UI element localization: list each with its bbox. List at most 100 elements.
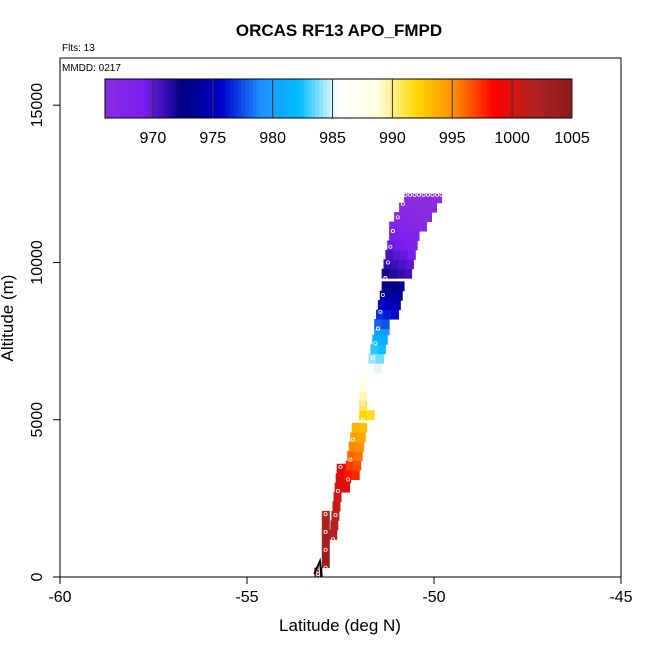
colorbar-swatch bbox=[287, 79, 293, 118]
data-cell bbox=[359, 422, 368, 433]
colorbar-swatch bbox=[120, 79, 126, 118]
data-cell bbox=[394, 240, 403, 251]
data-cell bbox=[429, 202, 437, 213]
colorbar-swatch bbox=[498, 79, 503, 118]
colorbar-swatch bbox=[377, 79, 382, 118]
data-cell bbox=[407, 249, 416, 260]
sample-marker bbox=[395, 215, 400, 220]
colorbar-swatch bbox=[392, 79, 398, 118]
data-cell bbox=[381, 319, 390, 330]
data-cell bbox=[416, 212, 425, 223]
colorbar-tick-label: 985 bbox=[319, 130, 346, 147]
sample-marker bbox=[390, 228, 395, 233]
sample-marker bbox=[378, 309, 383, 314]
colorbar-swatch bbox=[357, 79, 363, 118]
colorbar-swatch bbox=[443, 79, 449, 118]
data-cell bbox=[404, 268, 413, 279]
colorbar-swatch bbox=[466, 79, 472, 118]
colorbar-swatch bbox=[385, 79, 390, 118]
data-cell bbox=[381, 268, 390, 279]
colorbar-swatch bbox=[451, 79, 456, 118]
colorbar-swatch bbox=[338, 79, 343, 118]
colorbar-swatch bbox=[112, 79, 118, 118]
colorbar-swatch bbox=[396, 79, 402, 118]
plot-frame bbox=[59, 57, 622, 578]
data-cell bbox=[405, 259, 414, 270]
data-cell bbox=[321, 558, 330, 569]
data-cell bbox=[400, 249, 409, 260]
colorbar-swatch bbox=[435, 79, 441, 118]
data-cell bbox=[392, 300, 401, 311]
sample-marker bbox=[360, 401, 365, 406]
colorbar-swatch bbox=[556, 79, 561, 118]
colorbar-swatch bbox=[171, 79, 176, 118]
data-cell bbox=[394, 212, 403, 223]
colorbar-swatch bbox=[373, 79, 379, 118]
colorbar-swatch bbox=[319, 79, 324, 118]
data-cell bbox=[381, 281, 390, 292]
data-cell bbox=[333, 492, 342, 503]
data-cell bbox=[351, 422, 360, 433]
data-cell bbox=[372, 334, 381, 345]
data-cell bbox=[404, 231, 413, 241]
colorbar-swatch bbox=[108, 79, 114, 118]
data-cell bbox=[411, 221, 420, 232]
data-cell bbox=[366, 410, 375, 421]
colorbar-swatch bbox=[424, 79, 429, 118]
colorbar-swatch bbox=[132, 79, 137, 118]
sample-marker bbox=[430, 192, 435, 197]
colorbar-swatch bbox=[447, 79, 452, 118]
colorbar-swatch bbox=[284, 79, 289, 118]
data-cell bbox=[419, 221, 428, 232]
colorbar-swatch bbox=[175, 79, 180, 118]
sample-marker bbox=[373, 341, 378, 346]
x-tick-label: -55 bbox=[235, 589, 258, 606]
data-cell bbox=[331, 510, 340, 521]
sample-marker bbox=[439, 192, 444, 197]
data-cell bbox=[390, 309, 399, 320]
data-cell bbox=[394, 290, 403, 301]
colorbar-swatch bbox=[202, 79, 207, 118]
data-cell bbox=[377, 300, 386, 311]
colorbar-swatch bbox=[540, 79, 546, 118]
sample-marker bbox=[338, 464, 343, 469]
data-cell bbox=[389, 281, 398, 292]
sample-marker bbox=[388, 244, 393, 249]
data-cell bbox=[404, 193, 413, 204]
data-cell bbox=[376, 309, 385, 320]
sample-marker bbox=[345, 477, 350, 482]
data-cell bbox=[392, 249, 401, 260]
colorbar-swatch bbox=[245, 79, 250, 118]
colorbar-swatch bbox=[163, 79, 168, 118]
data-cell bbox=[396, 221, 405, 232]
data-cell bbox=[381, 325, 390, 336]
colorbar-swatch bbox=[225, 79, 231, 118]
colorbar-swatch bbox=[552, 79, 558, 118]
sample-marker bbox=[353, 417, 358, 422]
colorbar-swatch bbox=[501, 79, 507, 118]
sample-marker bbox=[323, 512, 328, 517]
colorbar-swatch bbox=[361, 79, 367, 118]
data-cell bbox=[424, 212, 433, 223]
colorbar-swatch bbox=[140, 79, 145, 118]
colorbar-swatch bbox=[474, 79, 480, 118]
colorbar-swatch bbox=[221, 79, 227, 118]
colorbar-swatch bbox=[548, 79, 554, 118]
colorbar-swatch bbox=[400, 79, 406, 118]
sample-marker bbox=[408, 192, 413, 197]
data-cell bbox=[329, 529, 338, 540]
colorbar-swatch bbox=[513, 79, 519, 118]
colorbar-tick-label: 1005 bbox=[554, 130, 590, 147]
data-cell bbox=[387, 290, 396, 301]
sample-marker bbox=[385, 260, 390, 265]
y-tick-label: 0 bbox=[29, 572, 46, 581]
sample-marker bbox=[368, 370, 373, 375]
colorbar-swatch bbox=[459, 79, 464, 118]
sample-marker bbox=[426, 192, 431, 197]
data-cell bbox=[332, 501, 341, 512]
data-cell bbox=[385, 300, 394, 311]
sample-marker bbox=[370, 355, 375, 360]
colorbar-swatch bbox=[264, 79, 270, 118]
colorbar-tick-label: 975 bbox=[199, 130, 226, 147]
